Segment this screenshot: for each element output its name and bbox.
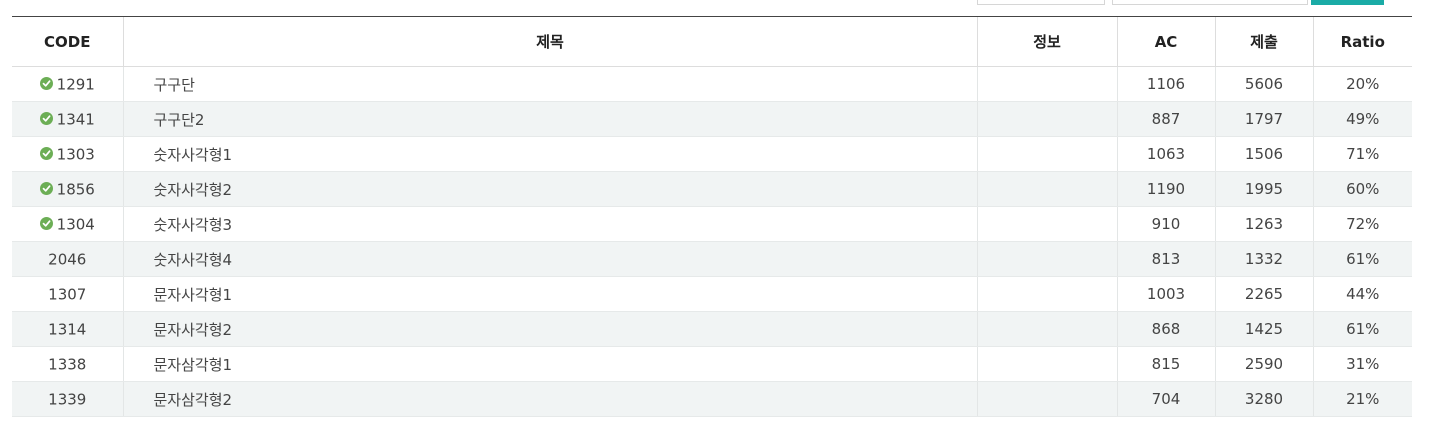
cell-code: 1291 [12,66,123,102]
cell-ac: 815 [1116,346,1215,382]
problem-code: 1307 [48,285,87,304]
problem-code: 1338 [48,355,87,374]
table-row[interactable]: 1303 숫자사각형1 1063 1506 71% [12,136,1412,172]
table-header-row: CODE 제목 정보 AC 제출 Ratio [12,16,1412,67]
problem-code: 1304 [56,215,95,234]
cell-ratio: 61% [1312,241,1412,277]
cell-info [976,346,1117,382]
cell-ac: 704 [1116,381,1215,417]
cell-info [976,381,1117,417]
cell-ac: 1003 [1116,276,1215,312]
problem-title-link[interactable]: 숫자사각형1 [122,136,977,172]
cell-code: 1341 [12,101,123,137]
cell-code: 1304 [12,206,123,242]
cell-ac: 813 [1116,241,1215,277]
table-row[interactable]: 1314 문자사각형2 868 1425 61% [12,311,1412,347]
problem-code: 2046 [48,250,87,269]
problem-code: 1341 [56,110,95,129]
problem-table: CODE 제목 정보 AC 제출 Ratio 1291 구구단 1106 5606 20… [12,16,1412,417]
cell-ratio: 71% [1312,136,1412,172]
problem-title-link[interactable]: 문자삼각형1 [122,346,977,382]
filter-select[interactable] [977,0,1105,5]
cell-info [976,206,1117,242]
cell-code: 1856 [12,171,123,207]
cell-info [976,241,1117,277]
cell-ratio: 44% [1312,276,1412,312]
cell-ac: 1106 [1116,66,1215,102]
cell-submit: 5606 [1214,66,1313,102]
cell-submit: 2590 [1214,346,1313,382]
cell-code: 1303 [12,136,123,172]
search-button[interactable] [1311,0,1384,5]
table-row[interactable]: 2046 숫자사각형4 813 1332 61% [12,241,1412,277]
cell-submit: 1995 [1214,171,1313,207]
cell-code: 1339 [12,381,123,417]
cell-submit: 1263 [1214,206,1313,242]
problem-title-link[interactable]: 문자사각형1 [122,276,977,312]
cell-ratio: 31% [1312,346,1412,382]
problem-title-link[interactable]: 문자삼각형2 [122,381,977,417]
problem-title-link[interactable]: 숫자사각형4 [122,241,977,277]
problem-code: 1856 [56,180,95,199]
header-info: 정보 [976,16,1117,67]
solved-check-icon [39,111,53,125]
top-controls [0,0,1442,6]
cell-ac: 1063 [1116,136,1215,172]
solved-check-icon [39,181,53,195]
cell-ac: 868 [1116,311,1215,347]
problem-title-link[interactable]: 구구단2 [122,101,977,137]
problem-title-link[interactable]: 숫자사각형3 [122,206,977,242]
cell-submit: 1425 [1214,311,1313,347]
cell-ac: 1190 [1116,171,1215,207]
cell-submit: 1332 [1214,241,1313,277]
problem-title-link[interactable]: 숫자사각형2 [122,171,977,207]
cell-info [976,276,1117,312]
cell-ratio: 49% [1312,101,1412,137]
cell-submit: 2265 [1214,276,1313,312]
solved-check-icon [39,216,53,230]
header-code[interactable]: CODE [12,16,123,67]
cell-info [976,311,1117,347]
table-row[interactable]: 1307 문자사각형1 1003 2265 44% [12,276,1412,312]
header-title[interactable]: 제목 [122,16,977,67]
table-row[interactable]: 1856 숫자사각형2 1190 1995 60% [12,171,1412,207]
search-input[interactable] [1112,0,1308,5]
solved-check-icon [39,146,53,160]
cell-submit: 1797 [1214,101,1313,137]
problem-title-link[interactable]: 구구단 [122,66,977,102]
cell-ac: 887 [1116,101,1215,137]
problem-code: 1303 [56,145,95,164]
table-row[interactable]: 1304 숫자사각형3 910 1263 72% [12,206,1412,242]
cell-code: 1314 [12,311,123,347]
cell-ratio: 21% [1312,381,1412,417]
cell-info [976,101,1117,137]
problem-code: 1339 [48,390,87,409]
cell-ratio: 60% [1312,171,1412,207]
table-row[interactable]: 1341 구구단2 887 1797 49% [12,101,1412,137]
cell-info [976,171,1117,207]
cell-ratio: 72% [1312,206,1412,242]
cell-code: 1338 [12,346,123,382]
cell-info [976,136,1117,172]
cell-code: 2046 [12,241,123,277]
cell-info [976,66,1117,102]
table-row[interactable]: 1338 문자삼각형1 815 2590 31% [12,346,1412,382]
cell-ratio: 20% [1312,66,1412,102]
header-ratio[interactable]: Ratio [1312,16,1412,67]
table-row[interactable]: 1291 구구단 1106 5606 20% [12,66,1412,102]
problem-title-link[interactable]: 문자사각형2 [122,311,977,347]
table-body: 1291 구구단 1106 5606 20% 1341 구구단2 887 1797 49% 1303… [12,66,1412,417]
header-ac[interactable]: AC [1116,16,1215,67]
solved-check-icon [39,76,53,90]
problem-code: 1314 [48,320,87,339]
cell-ac: 910 [1116,206,1215,242]
cell-submit: 3280 [1214,381,1313,417]
cell-submit: 1506 [1214,136,1313,172]
cell-code: 1307 [12,276,123,312]
cell-ratio: 61% [1312,311,1412,347]
table-row[interactable]: 1339 문자삼각형2 704 3280 21% [12,381,1412,417]
header-submit[interactable]: 제출 [1214,16,1313,67]
problem-code: 1291 [56,75,95,94]
